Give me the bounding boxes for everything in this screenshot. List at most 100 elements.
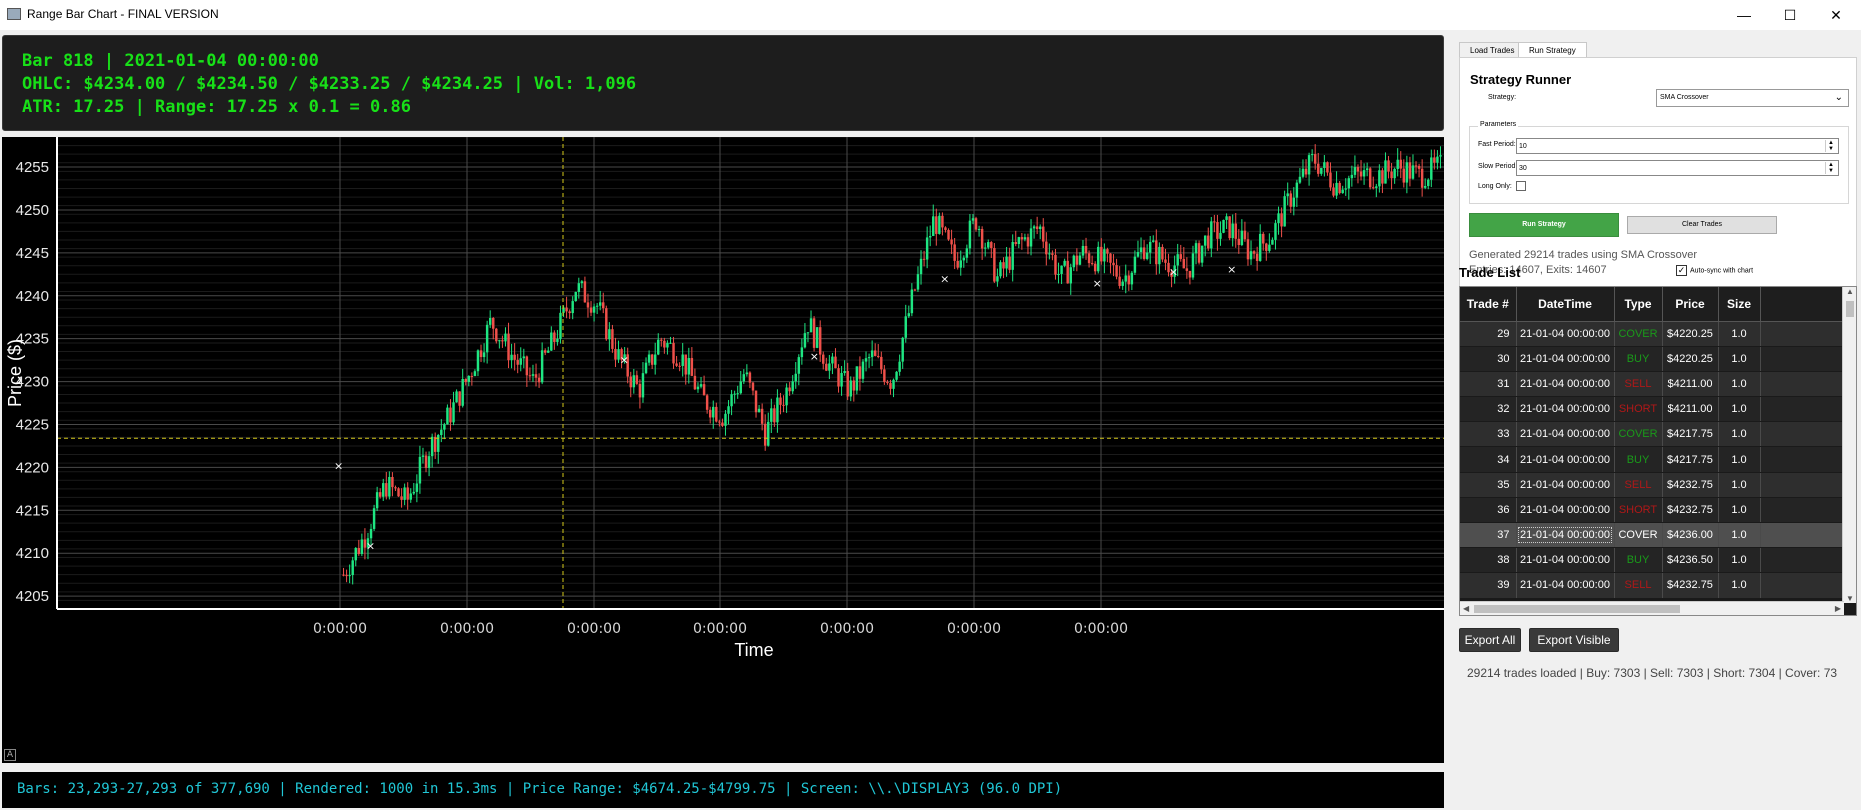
vertical-scrollbar[interactable]: ▲ ▼ — [1842, 287, 1856, 603]
maximize-button[interactable]: ☐ — [1783, 7, 1797, 23]
table-row[interactable]: 37 21-01-04 00:00:00 COVER $4236.00 1.0 — [1460, 522, 1845, 549]
candle-body — [354, 547, 357, 561]
export-visible-button[interactable]: Export Visible — [1529, 628, 1619, 652]
column-header-datetime[interactable]: DateTime — [1516, 287, 1615, 322]
trade-cell-datetime: 21-01-04 00:00:00 — [1516, 497, 1615, 524]
trade-marker: × — [1227, 263, 1236, 276]
candle-body — [1035, 226, 1039, 230]
candle-body — [1139, 247, 1143, 252]
candle-body — [855, 366, 859, 391]
table-row[interactable]: 32 21-01-04 00:00:00 SHORT $4211.00 1.0 — [1460, 396, 1845, 423]
candle-body — [614, 348, 617, 360]
candle-body — [907, 313, 911, 317]
candle-body — [666, 342, 669, 348]
column-header-size[interactable]: Size — [1718, 287, 1761, 322]
candle-body — [828, 363, 831, 371]
scroll-down-icon[interactable]: ▼ — [1846, 594, 1854, 603]
candle-body — [467, 375, 471, 383]
close-button[interactable]: ✕ — [1830, 7, 1842, 23]
column-header-price[interactable]: Price — [1662, 287, 1719, 322]
candle-body — [1231, 223, 1234, 239]
candle-body — [1103, 249, 1106, 262]
candle-body — [568, 311, 571, 314]
strategy-select[interactable]: SMA Crossover ⌄ — [1656, 89, 1849, 107]
candle-body — [1008, 256, 1011, 270]
candle-body — [818, 327, 822, 355]
candle-body — [696, 386, 700, 390]
trade-cell-extra — [1760, 497, 1845, 524]
run-strategy-button[interactable]: Run Strategy — [1469, 213, 1619, 237]
candle-body — [586, 302, 590, 308]
candle-body — [901, 337, 904, 362]
candle-body — [724, 413, 727, 426]
table-row[interactable]: 35 21-01-04 00:00:00 SELL $4232.75 1.0 — [1460, 472, 1845, 498]
horizontal-scrollbar[interactable]: ◀ ▶ — [1460, 601, 1844, 615]
scroll-right-icon[interactable]: ▶ — [1834, 604, 1841, 613]
trade-cell-size: 1.0 — [1718, 396, 1761, 423]
candle-body — [748, 372, 752, 383]
autosync-checkbox[interactable]: ✓ Auto-sync with chart — [1676, 265, 1753, 276]
y-tick-label: 4255 — [16, 159, 49, 176]
tab-load-trades[interactable]: Load Trades — [1459, 42, 1526, 58]
trade-cell-number: 33 — [1460, 421, 1517, 448]
column-header-type[interactable]: Type — [1614, 287, 1663, 322]
candle-body — [825, 363, 828, 371]
trade-table[interactable]: Trade # DateTime Type Price Size 29 21-01… — [1459, 286, 1857, 616]
candle-body — [470, 375, 474, 377]
candle-body — [794, 373, 797, 382]
candle-body — [1069, 267, 1072, 284]
export-all-button[interactable]: Export All — [1459, 628, 1521, 652]
fast-period-spinbox[interactable]: 10 ▲ ▼ — [1516, 138, 1839, 154]
table-row[interactable]: 29 21-01-04 00:00:00 COVER $4220.25 1.0 — [1460, 321, 1845, 347]
table-row[interactable]: 39 21-01-04 00:00:00 SELL $4232.75 1.0 — [1460, 572, 1845, 599]
scrollbar-thumb[interactable] — [1474, 605, 1680, 613]
candle-body — [708, 409, 712, 418]
checkmark-icon[interactable]: ✓ — [1676, 265, 1687, 276]
candle-body — [1145, 252, 1149, 259]
candle-body — [1362, 170, 1366, 177]
candle-body — [528, 375, 532, 377]
candle-body — [1048, 253, 1051, 255]
trade-marker: × — [366, 539, 375, 552]
auto-range-icon[interactable]: A — [4, 749, 16, 761]
table-row[interactable]: 30 21-01-04 00:00:00 BUY $4220.25 1.0 — [1460, 346, 1845, 372]
price-chart[interactable]: 4205 4210 4215 4220 4225 4230 4235 4240 4245 4250… — [2, 137, 1444, 763]
candle-body — [608, 329, 611, 340]
scroll-left-icon[interactable]: ◀ — [1463, 604, 1470, 613]
candle-body — [495, 328, 498, 342]
fast-period-value: 10 — [1519, 143, 1527, 150]
spin-arrows-icon[interactable]: ▲ ▼ — [1825, 140, 1836, 152]
candle-body — [403, 487, 406, 500]
table-row[interactable]: 31 21-01-04 00:00:00 SELL $4211.00 1.0 — [1460, 371, 1845, 398]
candle-body — [595, 305, 599, 307]
scrollbar-thumb[interactable] — [1846, 301, 1854, 317]
trade-cell-price: $4220.25 — [1662, 321, 1719, 347]
candle-body — [693, 375, 697, 390]
column-header-trade-number[interactable]: Trade # — [1460, 287, 1517, 322]
spin-arrows-icon[interactable]: ▲ ▼ — [1825, 162, 1836, 174]
minimize-button[interactable]: — — [1737, 7, 1751, 23]
table-row[interactable]: 38 21-01-04 00:00:00 BUY $4236.50 1.0 — [1460, 547, 1845, 574]
table-row[interactable]: 34 21-01-04 00:00:00 BUY $4217.75 1.0 — [1460, 446, 1845, 473]
candle-body — [1170, 272, 1173, 277]
slow-period-value: 30 — [1519, 165, 1527, 172]
candle-body — [1274, 223, 1277, 240]
candle-body — [1090, 263, 1094, 265]
scroll-up-icon[interactable]: ▲ — [1846, 287, 1854, 296]
candle-body — [433, 436, 437, 452]
candle-body — [574, 291, 577, 302]
candle-body — [663, 340, 666, 348]
long-only-checkbox[interactable] — [1516, 181, 1526, 191]
table-row[interactable]: 33 21-01-04 00:00:00 COVER $4217.75 1.0 — [1460, 421, 1845, 448]
slow-period-spinbox[interactable]: 30 ▲ ▼ — [1516, 160, 1839, 176]
candle-body — [1408, 162, 1412, 179]
clear-trades-button[interactable]: Clear Trades — [1627, 216, 1777, 234]
strategy-runner-title: Strategy Runner — [1470, 72, 1572, 87]
candle-body — [592, 306, 596, 313]
candle-body — [1344, 188, 1347, 190]
chart-canvas[interactable]: 4205 4210 4215 4220 4225 4230 4235 4240 4245 4250… — [2, 137, 1444, 763]
candle-body — [1203, 235, 1207, 246]
candle-body — [831, 356, 834, 364]
tab-run-strategy[interactable]: Run Strategy — [1518, 42, 1587, 58]
table-row[interactable]: 36 21-01-04 00:00:00 SHORT $4232.75 1.0 — [1460, 497, 1845, 524]
